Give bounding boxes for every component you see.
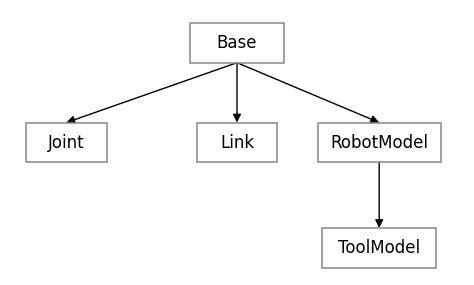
Text: ToolModel: ToolModel [338,239,420,257]
Text: RobotModel: RobotModel [330,133,428,152]
FancyBboxPatch shape [190,23,284,63]
FancyBboxPatch shape [318,123,441,162]
FancyBboxPatch shape [197,123,277,162]
FancyBboxPatch shape [26,123,107,162]
Text: Link: Link [220,133,254,152]
Text: Joint: Joint [48,133,85,152]
FancyBboxPatch shape [322,228,436,268]
Text: Base: Base [217,34,257,52]
